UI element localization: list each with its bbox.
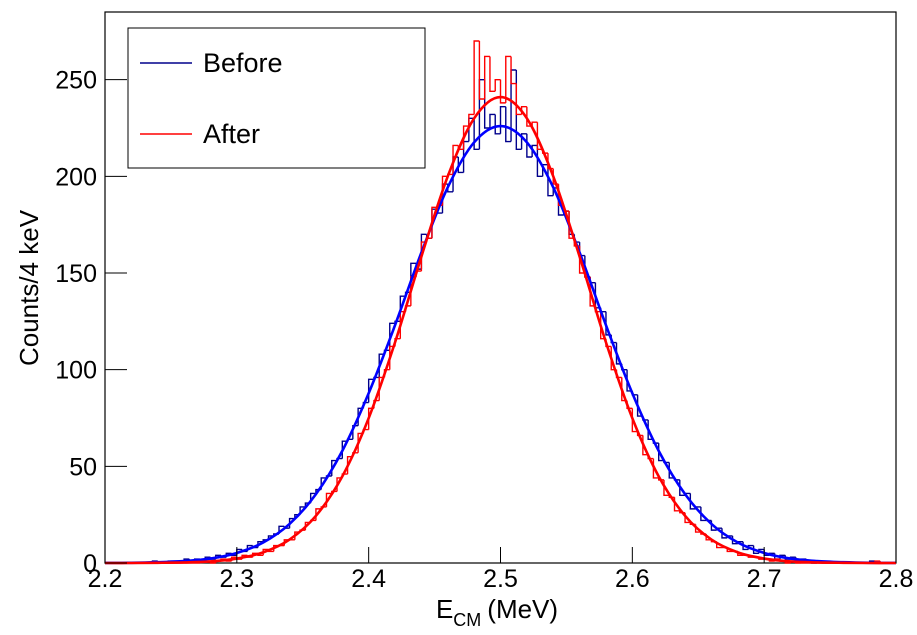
histogram-bin bbox=[478, 41, 485, 100]
histogram-bin bbox=[700, 506, 707, 522]
y-tick-label: 200 bbox=[55, 163, 97, 191]
legend: Before After bbox=[127, 27, 426, 169]
y-tick-label: 250 bbox=[55, 67, 97, 95]
histogram-bin bbox=[494, 78, 501, 92]
x-title-sub: CM bbox=[453, 610, 481, 630]
histogram-bin bbox=[352, 425, 359, 440]
histogram-bin bbox=[531, 121, 538, 127]
histogram-bin bbox=[468, 113, 475, 127]
x-tick-label: 2.3 bbox=[219, 565, 254, 593]
y-tick-label: 0 bbox=[83, 550, 97, 578]
histogram-bin bbox=[505, 106, 512, 143]
histogram-bin bbox=[462, 125, 469, 150]
histogram-bin bbox=[499, 79, 506, 104]
histogram-bin bbox=[520, 133, 527, 150]
x-tick-label: 2.6 bbox=[615, 565, 650, 593]
histogram-bin bbox=[457, 157, 464, 174]
x-tick-label: 2.2 bbox=[88, 565, 123, 593]
histogram-bin bbox=[483, 55, 490, 99]
histogram-bin bbox=[489, 56, 496, 92]
fit-curve bbox=[104, 95, 897, 565]
legend-box bbox=[127, 27, 426, 169]
y-tick-label: 150 bbox=[55, 260, 97, 288]
histogram-bin bbox=[499, 106, 506, 134]
fit-curve bbox=[104, 124, 897, 565]
x-tick-label: 2.5 bbox=[483, 565, 518, 593]
histogram-bin bbox=[478, 78, 485, 150]
y-axis-title: Counts/4 keV bbox=[14, 209, 44, 366]
y-tick-label: 50 bbox=[69, 453, 97, 481]
histogram-bin bbox=[494, 114, 501, 135]
histogram-bin bbox=[441, 175, 448, 206]
legend-label: After bbox=[203, 119, 260, 149]
x-axis-title: ECM (MeV) bbox=[436, 594, 558, 630]
x-title-unit: (MeV) bbox=[487, 594, 558, 624]
x-tick-label: 2.7 bbox=[747, 565, 782, 593]
axes: 2.2 2.3 2.4 2.5 2.6 2.7 2.8 0 50 100 150 200 250 bbox=[55, 67, 913, 593]
histogram-bin bbox=[505, 55, 512, 103]
histogram-bin bbox=[489, 113, 496, 128]
histogram-bin bbox=[536, 122, 543, 150]
histogram-bin bbox=[689, 493, 696, 510]
histogram-bin bbox=[473, 118, 480, 150]
legend-label: Before bbox=[203, 48, 283, 78]
histogram-bin bbox=[531, 144, 538, 157]
x-title-main: E bbox=[436, 594, 453, 624]
x-tick-label: 2.8 bbox=[879, 565, 914, 593]
y-tick-label: 100 bbox=[55, 357, 97, 385]
histogram-bin bbox=[515, 83, 522, 116]
histogram-bin bbox=[473, 40, 480, 115]
histogram-bin bbox=[510, 56, 517, 85]
x-tick-label: 2.4 bbox=[351, 565, 386, 593]
